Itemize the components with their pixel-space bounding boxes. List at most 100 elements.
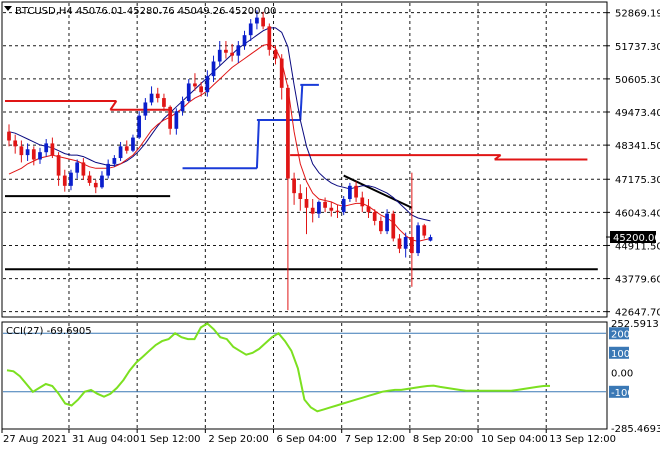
candle-body	[385, 213, 389, 232]
candle-body	[62, 175, 67, 186]
candle-body	[292, 178, 296, 194]
candle-body	[267, 26, 272, 50]
candle-body	[124, 146, 129, 151]
price-tick-label: 47175.30	[615, 175, 660, 186]
price-axis: 52869.19 51737.30 50605.30 49473.40 48341.50…	[606, 9, 660, 319]
candle-body	[360, 197, 365, 207]
candle-body	[137, 115, 142, 138]
cci-tick-label: -100	[611, 388, 634, 399]
candle-body	[422, 225, 427, 236]
candle-body	[335, 210, 340, 213]
candle-body	[286, 87, 290, 179]
candle-body	[13, 140, 18, 147]
candle-body	[69, 172, 73, 186]
candle-body	[118, 146, 123, 159]
resistance-level-line	[494, 154, 502, 161]
candle-body	[329, 207, 334, 211]
candle-body	[81, 162, 86, 176]
candle-body	[211, 61, 216, 77]
time-tick-label: 8 Sep 20:00	[413, 434, 473, 445]
cci-panel-frame	[1, 321, 608, 430]
candle-body	[341, 198, 346, 213]
candle-body	[304, 198, 309, 208]
candle-body	[317, 201, 321, 214]
candle-body	[279, 58, 284, 88]
candle-body	[410, 237, 414, 254]
candle-body	[143, 102, 148, 116]
dropdown-triangle-icon[interactable]	[4, 6, 12, 11]
time-tick-label: 27 Aug 2021	[3, 434, 67, 445]
candle-body	[261, 17, 265, 27]
cci-tick-label: 252.5913	[611, 319, 659, 330]
cci-tick-label: 100	[611, 349, 630, 360]
candlestick-series	[7, 10, 433, 311]
candle-body	[298, 193, 303, 199]
trend-line	[343, 174, 413, 209]
candle-body	[379, 220, 383, 232]
candle-body	[131, 137, 135, 151]
candle-body	[323, 201, 327, 208]
candle-body	[273, 49, 278, 59]
candle-body	[224, 49, 228, 53]
candle-body	[354, 185, 358, 198]
cci-tick-label: -285.4693	[611, 424, 660, 435]
candle-body	[19, 146, 24, 156]
candle-body	[38, 152, 42, 160]
candle-body	[199, 86, 203, 93]
cci-level-badge	[609, 327, 629, 340]
resistance-level-line	[109, 100, 118, 111]
symbol-header: BTCUSD,H4 45076.01 45280.76 45049.26 452…	[15, 6, 276, 17]
candle-body	[242, 35, 247, 46]
candle-body	[112, 158, 117, 164]
price-tick-label: 52869.19	[615, 9, 660, 20]
current-price-tag	[610, 231, 656, 243]
time-tick-label: 2 Sep 20:00	[208, 434, 268, 445]
support-level-line	[299, 84, 304, 121]
candle-body	[248, 23, 253, 36]
candle-body	[7, 131, 11, 141]
candle-body	[106, 163, 111, 176]
price-tick-label: 46043.40	[615, 208, 660, 219]
candle-body	[403, 237, 408, 249]
candle-body	[155, 93, 160, 99]
candle-body	[162, 98, 166, 107]
slow-moving-average-line	[8, 27, 431, 222]
cci-tick-label: 200	[611, 329, 630, 340]
candle-body	[75, 162, 80, 173]
candle-body	[217, 49, 222, 62]
cci-level-badge	[609, 346, 629, 359]
price-tick-label: 44911.50	[615, 241, 660, 252]
time-tick-label: 13 Sep 12:00	[549, 434, 616, 445]
candle-body	[44, 143, 49, 153]
candle-body	[93, 182, 98, 188]
price-tick-label: 48341.50	[615, 141, 660, 152]
candle-body	[391, 213, 396, 239]
support-level-line	[255, 119, 260, 169]
price-tick-label: 43779.60	[615, 275, 660, 286]
candle-body	[25, 149, 30, 156]
price-tick-label: 51737.30	[615, 42, 660, 53]
candle-body	[193, 83, 197, 87]
candle-body	[397, 238, 402, 249]
candle-body	[56, 155, 61, 176]
price-tick-label: 50605.30	[615, 75, 660, 86]
current-price-label: 45200.00	[613, 233, 660, 244]
moving-averages	[8, 27, 431, 242]
price-panel-frame	[1, 1, 608, 318]
candle-body	[366, 206, 371, 213]
candle-body	[180, 100, 185, 112]
candle-body	[428, 237, 433, 241]
candle-body	[416, 225, 420, 254]
time-tick-label: 6 Sep 04:00	[277, 434, 337, 445]
time-tick-label: 31 Aug 04:00	[72, 434, 139, 445]
candle-body	[230, 52, 234, 56]
candle-body	[372, 212, 377, 221]
candle-body	[236, 45, 241, 56]
cci-tick-label: 0.00	[611, 368, 633, 379]
candle-body	[100, 175, 104, 188]
time-axis: 27 Aug 2021 31 Aug 04:00 1 Sep 12:00 2 Sep …	[1, 429, 616, 445]
candle-body	[31, 149, 36, 160]
